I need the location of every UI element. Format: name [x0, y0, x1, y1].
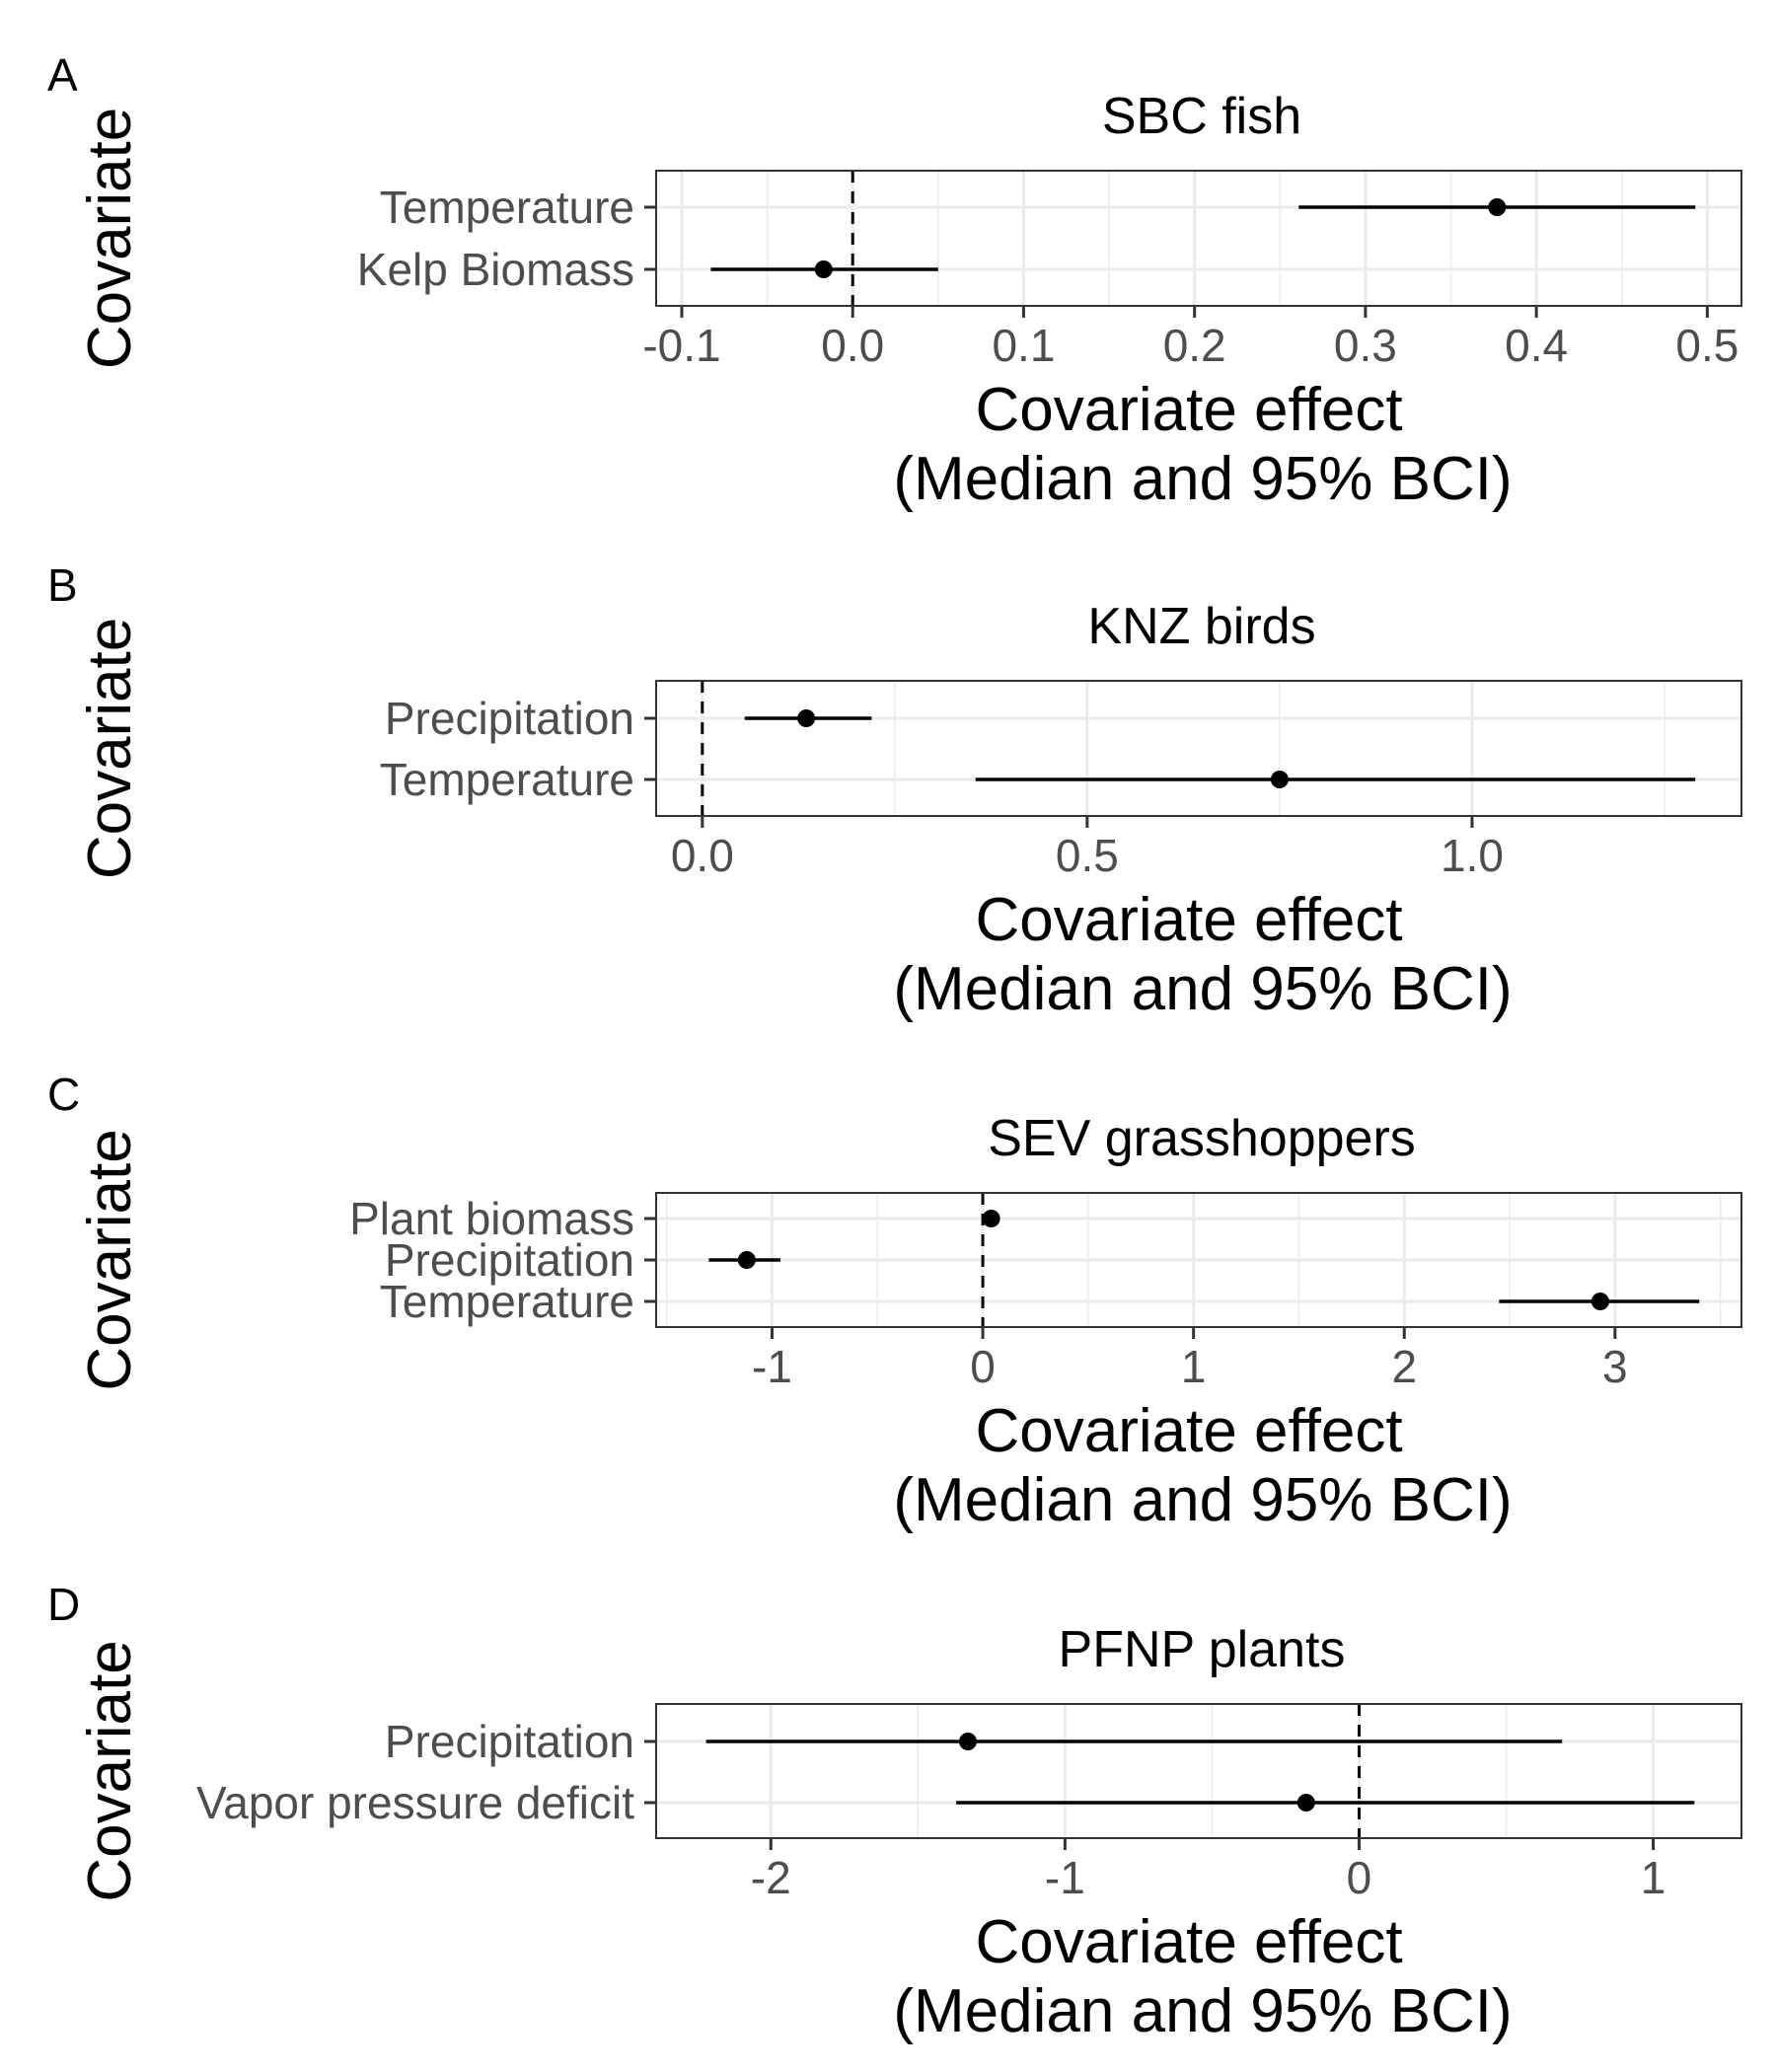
- x-axis-label: Covariate effect: [975, 1397, 1402, 1465]
- y-axis-label: Covariate: [76, 108, 144, 369]
- median-point: [737, 1251, 756, 1269]
- x-tick-label: 0.3: [1334, 320, 1397, 371]
- x-tick-label: 0: [970, 1341, 996, 1392]
- panel-border: [655, 1703, 1742, 1839]
- panel-d: D PFNP plants Covariate Precipitation Vapor …: [47, 1579, 1742, 2045]
- x-tick-label: 1.0: [1441, 830, 1504, 881]
- category-label: Plant biomass: [349, 1193, 634, 1244]
- x-tick-label: 0.0: [821, 320, 884, 371]
- panel-border: [655, 170, 1742, 307]
- median-point: [1296, 1794, 1315, 1812]
- x-tick-label: 0.4: [1505, 320, 1568, 371]
- panel-c: C SEV grasshoppers Covariate Plant biomassP…: [47, 1069, 1742, 1534]
- x-tick-label: 0.5: [1056, 830, 1119, 881]
- x-tick-label: 0.1: [992, 320, 1055, 371]
- x-tick-label: 0.2: [1163, 320, 1226, 371]
- x-tick-label: 2: [1391, 1341, 1417, 1392]
- category-label: Precipitation: [385, 1716, 634, 1767]
- y-axis-label: Covariate: [76, 1640, 144, 1901]
- x-tick-label: 0: [1347, 1852, 1372, 1903]
- x-axis-label: Covariate effect: [975, 886, 1402, 954]
- category-label: Precipitation: [385, 1234, 634, 1286]
- y-axis-label: Covariate: [76, 1129, 144, 1390]
- panel-a: A SBC fish Covariate Temperature Kelp Biomas…: [47, 49, 1742, 513]
- median-point: [1488, 198, 1507, 216]
- median-point: [814, 260, 833, 278]
- panel-title: PFNP plants: [1059, 1621, 1346, 1678]
- panel-title: KNZ birds: [1087, 598, 1315, 655]
- panel-b: B KNZ birds Covariate Precipitation Temperat…: [47, 559, 1742, 1023]
- x-tick-label: 3: [1602, 1341, 1628, 1392]
- panel-border: [655, 680, 1742, 817]
- x-tick-label: -2: [751, 1852, 791, 1903]
- x-axis-label-line2: (Median and 95% BCI): [893, 1466, 1512, 1534]
- y-axis-label: Covariate: [76, 618, 144, 879]
- x-tick-label: 0.0: [671, 830, 734, 881]
- panel-letter: C: [47, 1069, 80, 1120]
- median-point: [1270, 771, 1289, 788]
- x-tick-label: -0.1: [642, 320, 720, 371]
- median-point: [1591, 1293, 1609, 1310]
- category-label: Kelp Biomass: [357, 244, 634, 295]
- median-point: [958, 1733, 977, 1750]
- x-tick-label: 1: [1641, 1852, 1666, 1903]
- median-point: [982, 1210, 1000, 1227]
- panel-letter: D: [47, 1579, 80, 1630]
- panel-border: [655, 1192, 1742, 1328]
- x-axis-label-line2: (Median and 95% BCI): [893, 445, 1512, 513]
- x-tick-label: -1: [1045, 1852, 1085, 1903]
- x-tick-label: 0.5: [1675, 320, 1739, 371]
- panel-title: SBC fish: [1102, 88, 1301, 145]
- x-axis-label-line2: (Median and 95% BCI): [893, 1977, 1512, 2045]
- panel-title: SEV grasshoppers: [988, 1110, 1416, 1167]
- category-label: Precipitation: [385, 693, 634, 744]
- x-axis-label: Covariate effect: [975, 376, 1402, 444]
- panel-letter: A: [47, 49, 78, 101]
- x-tick-label: 1: [1181, 1341, 1207, 1392]
- median-point: [797, 709, 816, 727]
- x-axis-label-line2: (Median and 95% BCI): [893, 955, 1512, 1023]
- category-label: Temperature: [380, 754, 634, 805]
- x-axis-label: Covariate effect: [975, 1908, 1402, 1976]
- panel-letter: B: [47, 559, 78, 611]
- category-label: Temperature: [380, 1276, 634, 1327]
- category-label: Temperature: [380, 182, 634, 233]
- category-label: Vapor pressure deficit: [196, 1777, 634, 1828]
- x-tick-label: -1: [752, 1341, 792, 1392]
